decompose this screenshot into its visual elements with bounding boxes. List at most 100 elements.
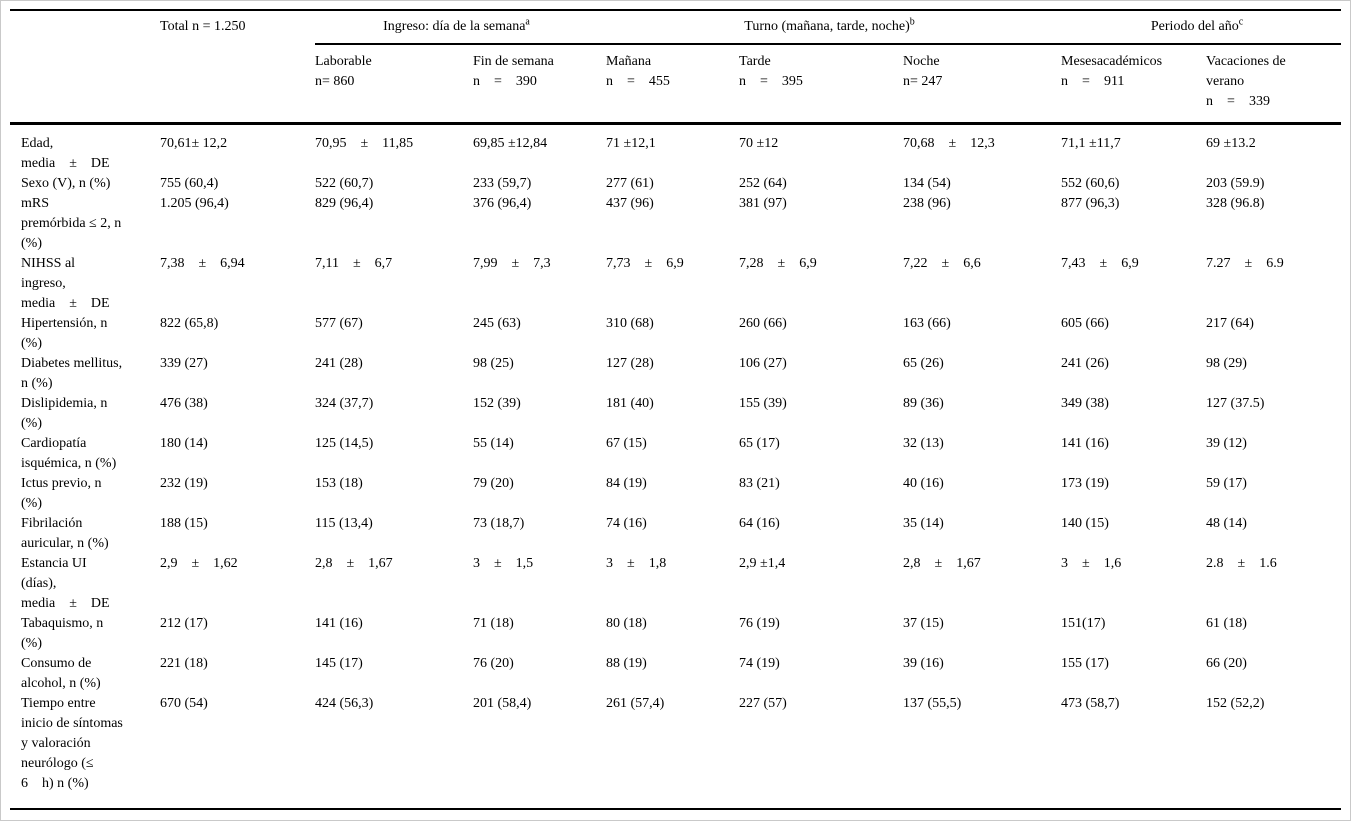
data-cell: 328 (96.8) [1206, 196, 1265, 211]
data-cell: 127 (28) [606, 356, 654, 371]
data-cell: 88 (19) [606, 656, 647, 671]
data-cell: 67 (15) [606, 436, 647, 451]
data-cell: 3 ± 1,8 [606, 556, 667, 571]
data-cell: 74 (16) [606, 516, 647, 531]
data-cell: 260 (66) [739, 316, 787, 331]
data-cell: 125 (14,5) [315, 436, 374, 451]
data-cell: 217 (64) [1206, 316, 1254, 331]
data-cell: 188 (15) [160, 516, 208, 531]
data-cell: 173 (19) [1061, 476, 1109, 491]
data-cell: 241 (26) [1061, 356, 1109, 371]
data-cell: 241 (28) [315, 356, 363, 371]
table-row-mrs: mRS premórbida ≤ 2, n (%) 1.205 (96,4) 8… [10, 194, 1341, 254]
data-cell: 141 (16) [315, 616, 363, 631]
row-label: Consumo de alcohol, n (%) [21, 656, 101, 691]
col-header-meses-academicos: Mesesacadémicos n = 911 [1061, 44, 1207, 125]
group-header-row: Total n = 1.250 Ingreso: día de la seman… [10, 9, 1342, 45]
data-cell: 755 (60,4) [160, 176, 219, 191]
table-row-fibrilacion: Fibrilación auricular, n (%) 188 (15) 11… [10, 514, 1341, 554]
table-row-consumo-alcohol: Consumo de alcohol, n (%) 221 (18) 145 (… [10, 654, 1341, 694]
baseline-characteristics-table: Total n = 1.250 Ingreso: día de la seman… [10, 9, 1342, 810]
data-cell: 1.205 (96,4) [160, 196, 229, 211]
data-cell: 201 (58,4) [473, 694, 607, 810]
data-cell: 70,61± 12,2 [160, 136, 228, 151]
data-cell: 153 (18) [315, 476, 363, 491]
total-column-header: Total n = 1.250 [160, 9, 315, 44]
data-cell: 877 (96,3) [1061, 196, 1120, 211]
data-cell: 69,85 ±12,84 [473, 136, 548, 151]
data-cell: 3 ± 1,6 [1061, 556, 1122, 571]
data-cell: 134 (54) [903, 176, 951, 191]
data-cell: 7,73 ± 6,9 [606, 256, 684, 271]
table-row-tabaquismo: Tabaquismo, n (%) 212 (17) 141 (16) 71 (… [10, 614, 1341, 654]
data-cell: 71 ±12,1 [606, 136, 656, 151]
data-cell: 70,95 ± 11,85 [315, 136, 414, 151]
data-cell: 127 (37.5) [1206, 396, 1265, 411]
group-header-periodo: Periodo del añoc [1061, 9, 1342, 45]
row-label: NIHSS al ingreso, media ± DE [21, 256, 110, 311]
data-cell: 221 (18) [160, 656, 208, 671]
data-cell: 829 (96,4) [315, 196, 374, 211]
data-cell: 233 (59,7) [473, 176, 532, 191]
col-header-laborable: Laborable n= 860 [315, 44, 473, 125]
data-cell: 822 (65,8) [160, 316, 219, 331]
data-cell: 106 (27) [739, 356, 787, 371]
data-cell: 2,8 ± 1,67 [903, 556, 981, 571]
data-cell: 83 (21) [739, 476, 780, 491]
group-header-ingreso-label: Ingreso: día de la semana [383, 19, 526, 34]
row-label: Cardiopatía isquémica, n (%) [21, 436, 117, 471]
col-header-vacaciones-verano: Vacaciones de verano n = 339 [1206, 44, 1342, 125]
data-cell: 70,68 ± 12,3 [903, 136, 995, 151]
data-cell: 181 (40) [606, 396, 654, 411]
group-header-turno: Turno (mañana, tarde, noche)b [606, 9, 1062, 45]
data-cell: 137 (55,5) [903, 694, 1062, 810]
data-cell: 74 (19) [739, 656, 780, 671]
table-row-ictus-previo: Ictus previo, n (%) 232 (19) 153 (18) 79… [10, 474, 1341, 514]
data-cell: 64 (16) [739, 516, 780, 531]
data-cell: 212 (17) [160, 616, 208, 631]
data-cell: 48 (14) [1206, 516, 1247, 531]
data-cell: 381 (97) [739, 196, 787, 211]
col-header-fin-de-semana: Fin de semana n = 390 [473, 44, 607, 125]
data-cell: 89 (36) [903, 396, 944, 411]
data-cell: 151(17) [1061, 616, 1106, 631]
table-row-dislipidemia: Dislipidemia, n (%) 476 (38) 324 (37,7) … [10, 394, 1341, 434]
data-cell: 180 (14) [160, 436, 208, 451]
data-cell: 552 (60,6) [1061, 176, 1120, 191]
data-cell: 605 (66) [1061, 316, 1109, 331]
data-cell: 277 (61) [606, 176, 654, 191]
table-row-edad: Edad, media ± DE 70,61± 12,2 70,95 ± 11,… [10, 124, 1341, 175]
data-cell: 227 (57) [739, 694, 904, 810]
data-cell: 238 (96) [903, 196, 951, 211]
data-cell: 232 (19) [160, 476, 208, 491]
data-cell: 473 (58,7) [1061, 694, 1207, 810]
group-header-turno-label: Turno (mañana, tarde, noche) [744, 19, 910, 34]
data-cell: 80 (18) [606, 616, 647, 631]
row-label: Hipertensión, n (%) [21, 316, 108, 351]
data-cell: 66 (20) [1206, 656, 1247, 671]
row-label: Fibrilación auricular, n (%) [21, 516, 109, 551]
blank-label-cell [10, 44, 160, 125]
data-cell: 70 ±12 [739, 136, 779, 151]
data-cell: 339 (27) [160, 356, 208, 371]
data-cell: 424 (56,3) [315, 694, 473, 810]
data-cell: 7,99 ± 7,3 [473, 256, 551, 271]
blank-total-cell [160, 44, 315, 125]
col-header-noche: Noche n= 247 [903, 44, 1062, 125]
col-header-tarde: Tarde n = 395 [739, 44, 904, 125]
data-cell: 2,9 ± 1,62 [160, 556, 238, 571]
data-cell: 37 (15) [903, 616, 944, 631]
data-cell: 245 (63) [473, 316, 521, 331]
footnote-marker-b: b [909, 16, 915, 28]
data-cell: 7,43 ± 6,9 [1061, 256, 1139, 271]
row-label: Edad, media ± DE [21, 136, 110, 171]
table-row-diabetes: Diabetes mellitus, n (%) 339 (27) 241 (2… [10, 354, 1341, 394]
row-label: Ictus previo, n (%) [21, 476, 102, 511]
data-cell: 71 (18) [473, 616, 514, 631]
data-cell: 252 (64) [739, 176, 787, 191]
data-cell: 437 (96) [606, 196, 654, 211]
data-cell: 65 (26) [903, 356, 944, 371]
row-label: Tiempo entre inicio de síntomas y valora… [10, 694, 160, 810]
data-cell: 145 (17) [315, 656, 363, 671]
